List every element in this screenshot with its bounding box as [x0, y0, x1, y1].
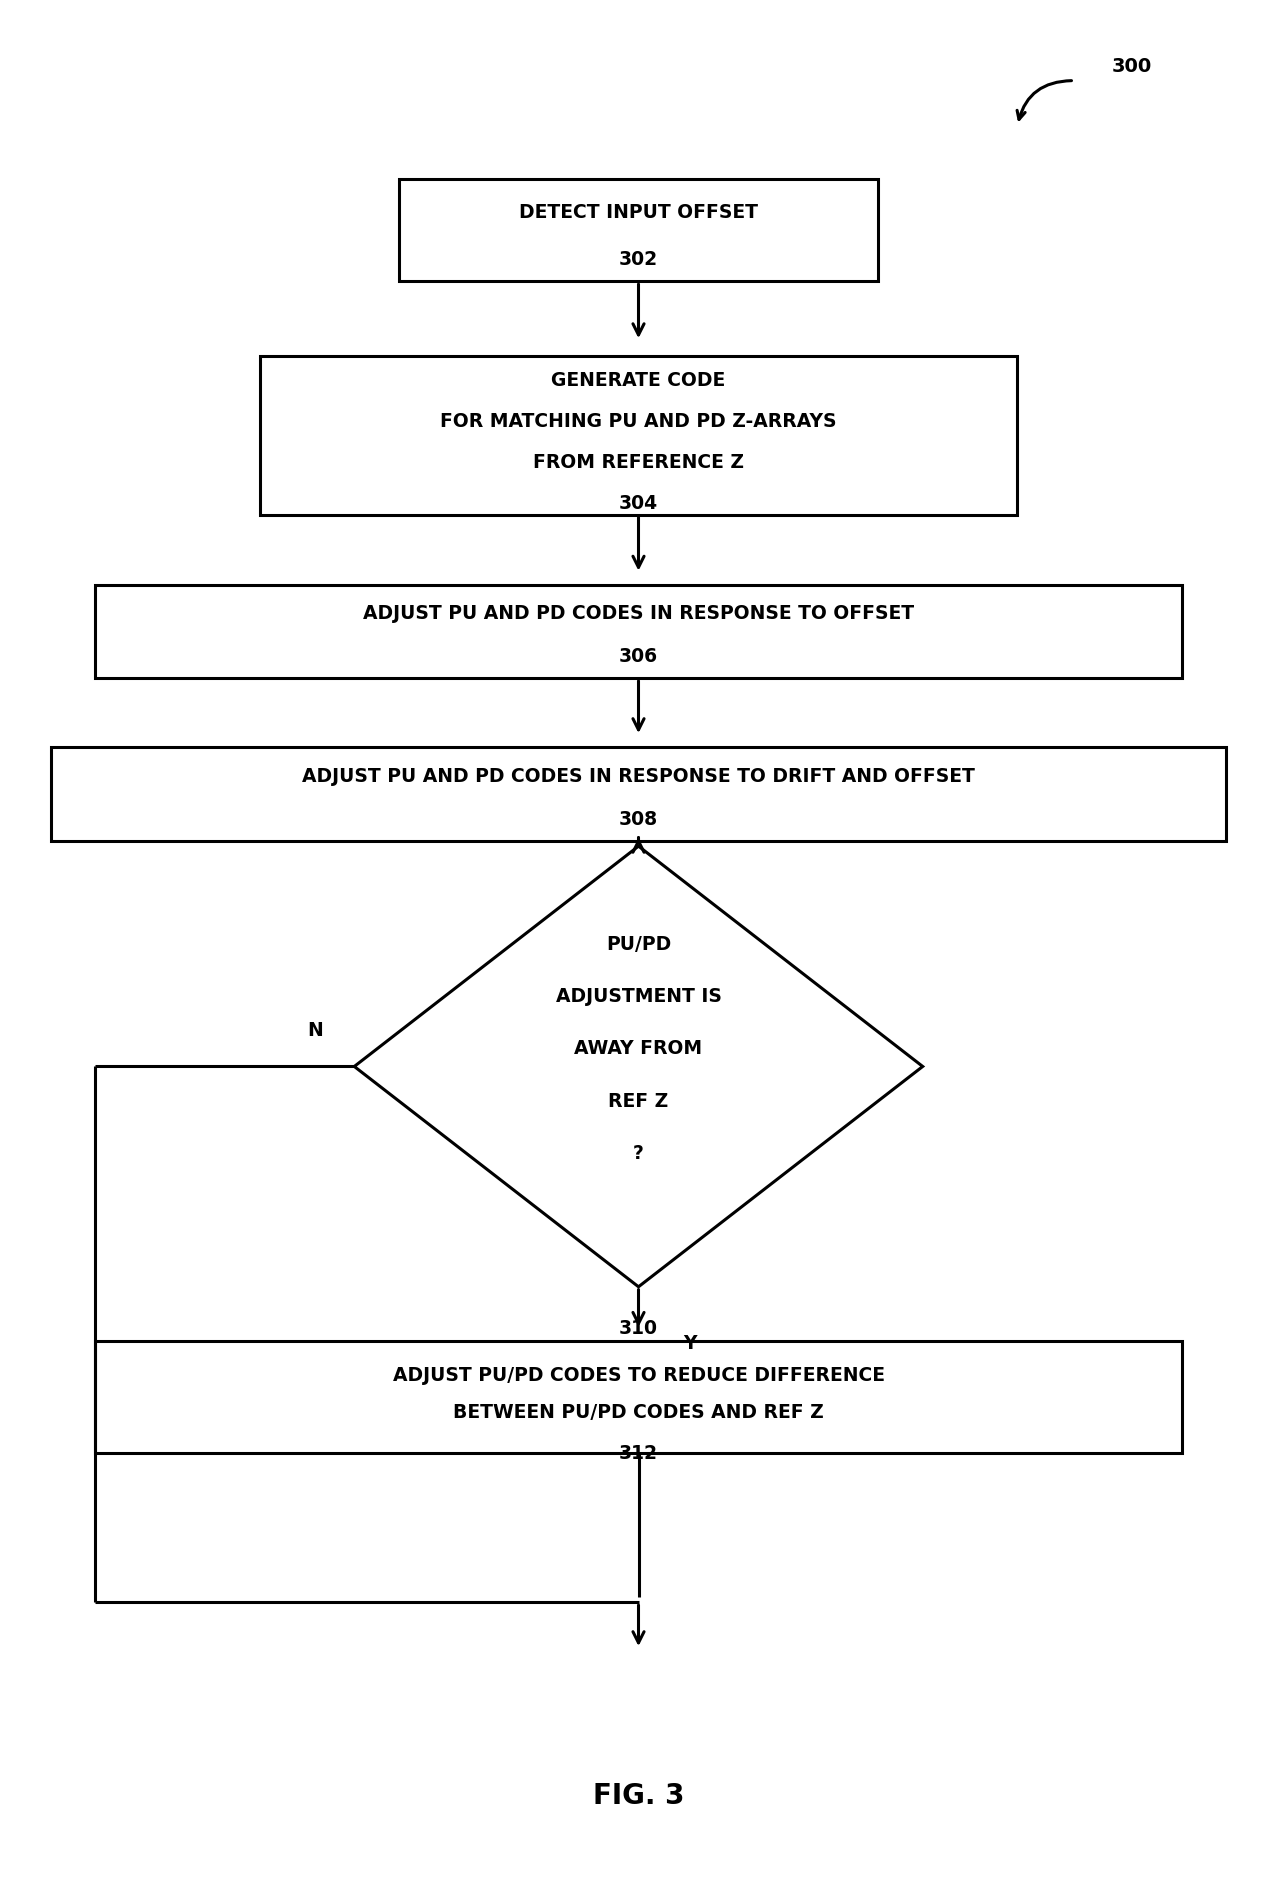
Text: 310: 310 — [619, 1318, 658, 1339]
Text: BETWEEN PU/PD CODES AND REF Z: BETWEEN PU/PD CODES AND REF Z — [453, 1402, 824, 1421]
Bar — [96, 585, 1181, 679]
Text: 302: 302 — [619, 250, 658, 269]
Text: AWAY FROM: AWAY FROM — [575, 1040, 702, 1058]
Bar — [51, 748, 1226, 840]
Text: Y: Y — [683, 1333, 696, 1352]
FancyArrowPatch shape — [1016, 81, 1071, 120]
Text: FROM REFERENCE Z: FROM REFERENCE Z — [533, 453, 744, 472]
Bar — [259, 357, 1018, 515]
Text: ADJUST PU/PD CODES TO REDUCE DIFFERENCE: ADJUST PU/PD CODES TO REDUCE DIFFERENCE — [392, 1365, 885, 1384]
Text: ?: ? — [633, 1143, 644, 1162]
Polygon shape — [354, 846, 923, 1288]
Bar — [398, 180, 879, 282]
Text: 306: 306 — [619, 647, 658, 666]
Text: ADJUSTMENT IS: ADJUSTMENT IS — [555, 987, 722, 1006]
Text: REF Z: REF Z — [608, 1090, 669, 1109]
Text: FOR MATCHING PU AND PD Z-ARRAYS: FOR MATCHING PU AND PD Z-ARRAYS — [441, 412, 836, 431]
Text: 300: 300 — [1112, 56, 1152, 77]
Text: 312: 312 — [619, 1444, 658, 1463]
Text: 304: 304 — [619, 494, 658, 513]
Text: PU/PD: PU/PD — [605, 934, 672, 953]
Text: N: N — [306, 1021, 323, 1040]
Text: GENERATE CODE: GENERATE CODE — [552, 370, 725, 389]
Text: ADJUST PU AND PD CODES IN RESPONSE TO OFFSET: ADJUST PU AND PD CODES IN RESPONSE TO OF… — [363, 603, 914, 622]
Text: 308: 308 — [619, 808, 658, 829]
Text: ADJUST PU AND PD CODES IN RESPONSE TO DRIFT AND OFFSET: ADJUST PU AND PD CODES IN RESPONSE TO DR… — [303, 767, 974, 786]
Text: FIG. 3: FIG. 3 — [593, 1780, 684, 1809]
Text: DETECT INPUT OFFSET: DETECT INPUT OFFSET — [518, 203, 759, 222]
Bar — [96, 1340, 1181, 1453]
